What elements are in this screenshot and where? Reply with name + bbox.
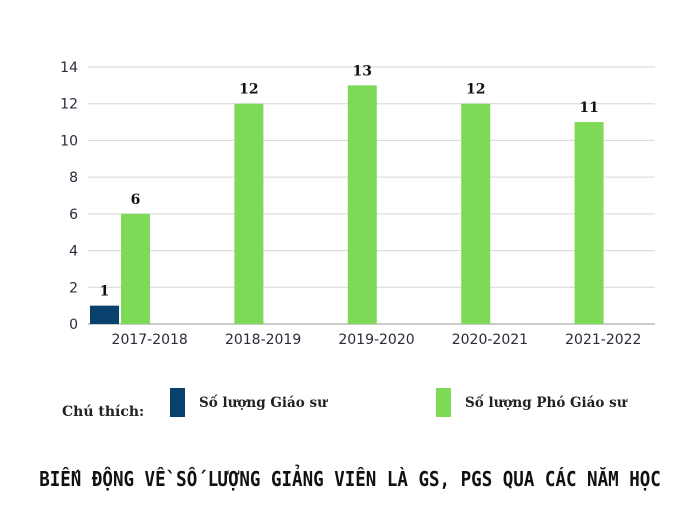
y-axis-ticks: 0 2 4 6 8 10 12 14 (60, 60, 78, 333)
y-tick-label: 8 (69, 170, 78, 186)
x-tick-label: 2018-2019 (225, 332, 301, 348)
legend-item-giao-su: Số lượng Giáo sư (170, 388, 327, 417)
y-tick-label: 10 (60, 133, 78, 149)
data-label: 12 (239, 82, 258, 98)
legend-item-pho-giao-su: Số lượng Phó Giáo sư (436, 388, 627, 417)
legend-swatch-pho-giao-su (436, 388, 451, 417)
y-tick-label: 2 (69, 280, 78, 296)
data-labels: 1 6 12 13 12 11 (100, 63, 599, 299)
data-label: 1 (100, 284, 110, 300)
legend-label-giao-su: Số lượng Giáo sư (199, 394, 327, 411)
data-label: 6 (131, 192, 141, 208)
legend-swatch-giao-su (170, 388, 185, 417)
x-tick-label: 2019-2020 (338, 332, 414, 348)
x-axis-ticks: 2017-2018 2018-2019 2019-2020 2020-2021 2021… (112, 332, 642, 348)
bar-pho-giao-su-2020-2021 (461, 103, 491, 324)
y-tick-label: 0 (69, 317, 78, 333)
x-tick-label: 2020-2021 (452, 332, 528, 348)
legend-caption: Chú thích: (62, 404, 145, 420)
y-tick-label: 4 (69, 244, 78, 260)
bar-pho-giao-su-2021-2022 (574, 122, 604, 324)
legend-label-pho-giao-su: Số lượng Phó Giáo sư (465, 394, 627, 411)
data-label: 13 (353, 63, 372, 79)
y-tick-label: 14 (60, 60, 78, 76)
data-label: 12 (466, 82, 485, 98)
data-label: 11 (579, 100, 598, 116)
bar-pho-giao-su-2018-2019 (234, 103, 264, 324)
y-tick-label: 12 (60, 97, 78, 113)
bar-giao-su-2017-2018 (90, 305, 119, 324)
y-tick-label: 6 (69, 207, 78, 223)
chart-title: BIẾN ĐỘNG VỀ SỐ LƯỢNG GIẢNG VIÊN LÀ GS, … (39, 468, 661, 492)
bar-pho-giao-su-2017-2018 (121, 213, 150, 324)
x-tick-label: 2017-2018 (112, 332, 188, 348)
bar-pho-giao-su-2019-2020 (347, 85, 377, 324)
x-tick-label: 2021-2022 (565, 332, 641, 348)
bars (90, 85, 604, 324)
